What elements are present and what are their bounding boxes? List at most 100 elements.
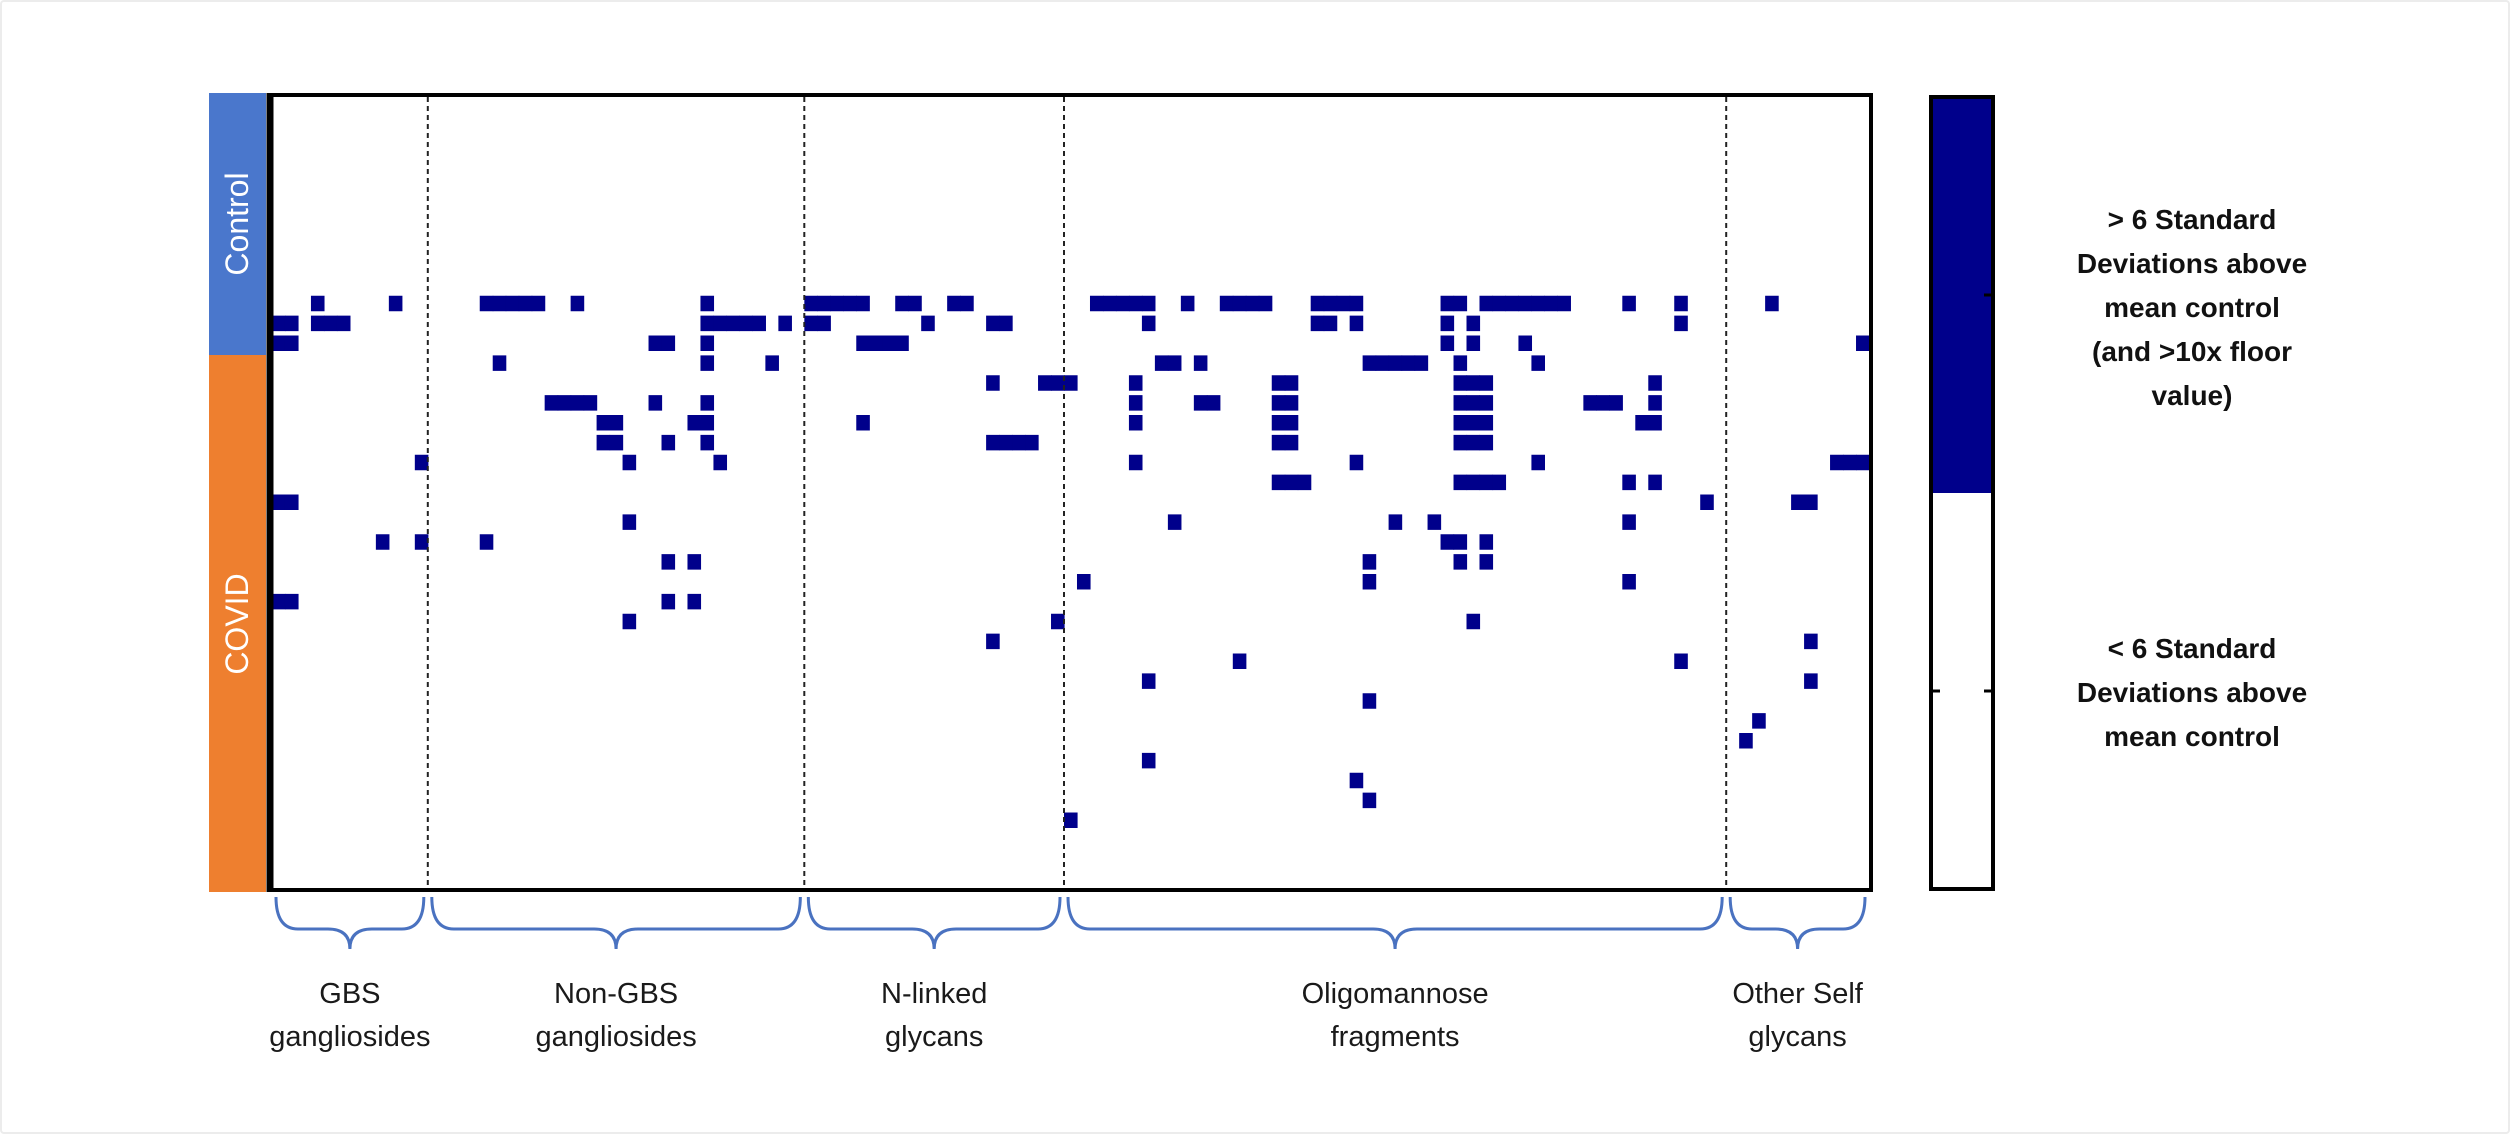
heatmap-cell bbox=[1648, 415, 1662, 431]
heatmap-cell bbox=[1622, 475, 1636, 491]
heatmap-cell bbox=[999, 316, 1013, 332]
heatmap-cell bbox=[1142, 753, 1156, 769]
heatmap-cell bbox=[1492, 296, 1506, 312]
heatmap-cell bbox=[1415, 355, 1429, 371]
heatmap-cell bbox=[610, 435, 624, 451]
heatmap-cell bbox=[1622, 296, 1636, 312]
heatmap-cell bbox=[311, 316, 325, 332]
group-braces bbox=[276, 897, 1865, 949]
heatmap-cell bbox=[856, 336, 870, 352]
heatmap-cell bbox=[649, 336, 663, 352]
heatmap-cell bbox=[687, 554, 701, 570]
heatmap-cell bbox=[739, 316, 753, 332]
legend-label: (and >10x floor bbox=[2092, 336, 2292, 367]
heatmap-cell bbox=[1467, 614, 1481, 630]
heatmap-cell bbox=[1635, 415, 1649, 431]
heatmap-cell bbox=[1479, 554, 1493, 570]
heatmap-cell bbox=[1012, 435, 1026, 451]
heatmap-cell bbox=[1791, 495, 1805, 511]
heatmap-cell bbox=[1246, 296, 1260, 312]
heatmap-cell bbox=[389, 296, 403, 312]
heatmap-cell bbox=[843, 296, 857, 312]
row-label-covid: COVID bbox=[219, 573, 255, 674]
heatmap-cell bbox=[1674, 296, 1688, 312]
heatmap-cell bbox=[1103, 296, 1117, 312]
heatmap-cell bbox=[1363, 574, 1377, 590]
legend-label: Deviations above bbox=[2077, 677, 2307, 708]
legend-label: mean control bbox=[2104, 292, 2280, 323]
heatmap-cell bbox=[493, 296, 507, 312]
heatmap-cell bbox=[1285, 415, 1299, 431]
heatmap-cell bbox=[1272, 395, 1286, 411]
heatmap-cell bbox=[1272, 375, 1286, 391]
heatmap-cell bbox=[1454, 435, 1468, 451]
heatmap-cell bbox=[804, 316, 818, 332]
heatmap-cell bbox=[480, 296, 494, 312]
heatmap-cell bbox=[1233, 654, 1247, 670]
group-brace bbox=[1730, 897, 1865, 949]
heatmap-cell bbox=[623, 614, 637, 630]
heatmap-cell bbox=[662, 554, 676, 570]
group-label: fragments bbox=[1331, 1021, 1460, 1053]
heatmap-cell bbox=[532, 296, 546, 312]
heatmap-cell bbox=[1467, 336, 1481, 352]
heatmap-cell bbox=[623, 514, 637, 530]
heatmap-cell bbox=[1129, 415, 1143, 431]
group-label: glycans bbox=[885, 1021, 983, 1053]
heatmap-cell bbox=[623, 455, 637, 471]
heatmap-cell bbox=[1454, 375, 1468, 391]
group-label: Oligomannose bbox=[1302, 978, 1489, 1010]
group-labels: GBSgangliosidesNon-GBSgangliosidesN-link… bbox=[269, 978, 1864, 1053]
heatmap-cell bbox=[1804, 495, 1818, 511]
heatmap-cell bbox=[700, 395, 714, 411]
heatmap-cell bbox=[1272, 475, 1286, 491]
heatmap-cell bbox=[1700, 495, 1714, 511]
heatmap-cell bbox=[1129, 395, 1143, 411]
group-label: GBS bbox=[319, 978, 380, 1010]
heatmap-cell bbox=[700, 316, 714, 332]
heatmap-cell bbox=[324, 316, 338, 332]
heatmap-cell bbox=[778, 316, 792, 332]
heatmap-cell bbox=[1856, 336, 1870, 352]
heatmap-cell bbox=[1531, 355, 1545, 371]
heatmap-cell bbox=[1557, 296, 1571, 312]
heatmap-cell bbox=[1752, 713, 1766, 729]
heatmap-cell bbox=[882, 336, 896, 352]
heatmap-cell bbox=[285, 495, 299, 511]
heatmap-cell bbox=[1350, 296, 1364, 312]
row-label-control: Control bbox=[219, 172, 255, 275]
heatmap-cell bbox=[1129, 455, 1143, 471]
heatmap-cell bbox=[1194, 395, 1208, 411]
heatmap-cell bbox=[1622, 514, 1636, 530]
heatmap-cell bbox=[687, 415, 701, 431]
group-label: gangliosides bbox=[269, 1021, 430, 1053]
legend-label: value) bbox=[2152, 380, 2233, 411]
heatmap-cell bbox=[713, 455, 727, 471]
heatmap-cell bbox=[1648, 475, 1662, 491]
heatmap-cell bbox=[1674, 316, 1688, 332]
heatmap-cell bbox=[1596, 395, 1610, 411]
heatmap-cell bbox=[1479, 534, 1493, 550]
heatmap-cell bbox=[1142, 673, 1156, 689]
heatmap-cell bbox=[1350, 773, 1364, 789]
heatmap-cell bbox=[493, 355, 507, 371]
heatmap-cell bbox=[986, 435, 1000, 451]
heatmap-cell bbox=[1311, 316, 1325, 332]
heatmap-cell bbox=[285, 594, 299, 610]
heatmap-cell bbox=[506, 296, 520, 312]
legend-swatch-low bbox=[1931, 493, 1993, 889]
legend-label: > 6 Standard bbox=[2108, 204, 2277, 235]
heatmap-cell bbox=[662, 594, 676, 610]
heatmap-cell bbox=[571, 296, 585, 312]
heatmap-cell bbox=[584, 395, 598, 411]
heatmap-cell bbox=[1233, 296, 1247, 312]
heatmap-cell bbox=[895, 336, 909, 352]
heatmap-cell bbox=[817, 296, 831, 312]
heatmap-cell bbox=[687, 594, 701, 610]
heatmap-cell bbox=[1402, 355, 1416, 371]
heatmap-cell bbox=[1441, 296, 1455, 312]
heatmap-cell bbox=[1674, 654, 1688, 670]
heatmap-cell bbox=[1583, 395, 1597, 411]
group-label: N-linked bbox=[881, 978, 987, 1010]
heatmap-cell bbox=[1479, 395, 1493, 411]
